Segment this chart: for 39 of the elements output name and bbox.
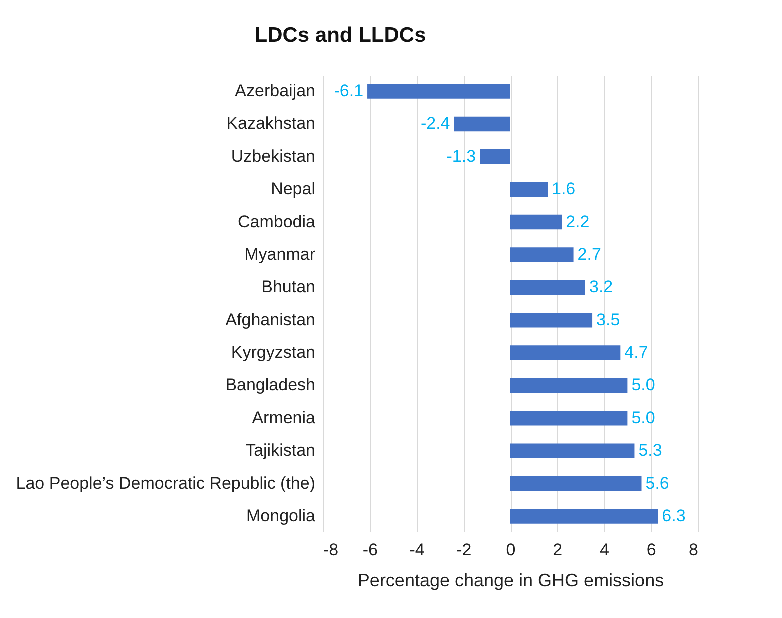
data-label: 2.2 — [566, 212, 590, 232]
x-tick-label: 2 — [553, 540, 563, 560]
data-label: -6.1 — [334, 82, 364, 101]
y-tick-label: Lao People’s Democratic Republic (the) — [16, 474, 316, 493]
y-tick-label: Kazakhstan — [226, 114, 316, 134]
data-label: 5.3 — [638, 441, 662, 460]
data-label: -2.4 — [420, 114, 450, 134]
x-tick-label: 0 — [506, 540, 516, 560]
y-tick-label: Bhutan — [262, 278, 316, 297]
y-tick-label: Myanmar — [244, 244, 316, 264]
data-label: 3.2 — [590, 278, 614, 297]
x-axis-title: Percentage change in GHG emissions — [358, 570, 664, 590]
data-label: 2.7 — [578, 244, 602, 264]
data-label: 3.5 — [596, 310, 620, 330]
y-tick-label: Cambodia — [238, 212, 316, 232]
y-tick-label: Azerbaijan — [235, 82, 316, 101]
x-tick-label: 6 — [646, 540, 656, 560]
data-label: 5.0 — [632, 408, 656, 428]
y-tick-label: Uzbekistan — [231, 146, 316, 166]
chart-title: LDCs and LLDCs — [254, 24, 426, 47]
data-label: 4.7 — [624, 343, 648, 362]
x-tick-label: -2 — [456, 540, 472, 560]
x-tick-label: -8 — [324, 540, 339, 560]
x-tick-label: -6 — [362, 540, 378, 560]
data-label: 1.6 — [552, 180, 576, 199]
x-tick-label: -4 — [410, 540, 425, 560]
y-tick-label: Mongolia — [246, 506, 316, 526]
y-tick-label: Armenia — [252, 408, 316, 428]
y-tick-label: Tajikistan — [246, 441, 316, 460]
x-tick-label: 4 — [600, 540, 610, 560]
y-tick-label: Kyrgyzstan — [231, 343, 316, 362]
data-label: 5.0 — [632, 376, 656, 395]
data-label: 5.6 — [646, 474, 670, 493]
y-tick-label: Nepal — [271, 180, 316, 199]
y-tick-label: Afghanistan — [226, 310, 316, 330]
data-label: 6.3 — [662, 506, 686, 526]
data-label: -1.3 — [446, 146, 476, 166]
y-tick-label: Bangladesh — [226, 376, 316, 395]
x-tick-label: 8 — [689, 540, 698, 560]
